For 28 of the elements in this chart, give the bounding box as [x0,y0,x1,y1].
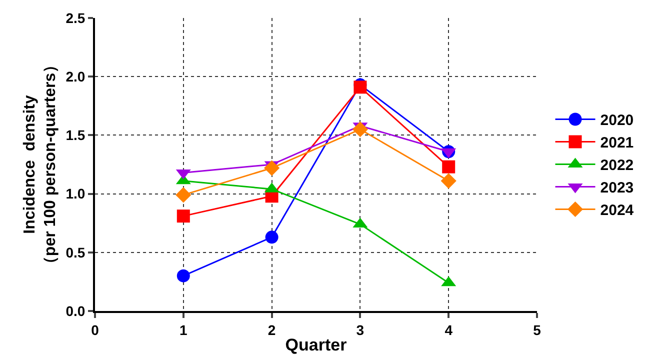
legend-label: 2023 [600,180,634,197]
y-tick-label: 2.0 [66,68,86,84]
point [176,210,190,223]
y-tick-label: 0.0 [66,302,86,319]
x-tick-label: 5 [533,322,542,338]
x-tick-label: 3 [356,322,364,338]
y-axis-title: Incidence density （per 100 person-quarters） [21,56,60,272]
point [176,187,192,203]
legend-label: 2021 [600,134,634,152]
legend-label: 2022 [600,157,634,174]
x-tick-label: 1 [180,322,188,338]
y-tick-label: 0.5 [66,244,86,260]
point [264,160,280,176]
legend-label: 2024 [600,202,634,220]
y-tick-label: 1.5 [66,127,86,144]
x-tick-label: 0 [91,322,100,338]
point [440,173,456,189]
x-tick-label: 4 [444,322,453,338]
point [265,230,278,244]
point [352,122,368,138]
point [354,80,367,94]
x-tick-label: 2 [268,322,276,338]
y-tick-label: 2.5 [66,10,86,26]
point [442,160,456,174]
legend-label: 2020 [600,112,634,130]
x-axis-title: Quarter [285,336,348,355]
point [176,269,190,282]
y-tick-label: 1.0 [66,186,86,202]
